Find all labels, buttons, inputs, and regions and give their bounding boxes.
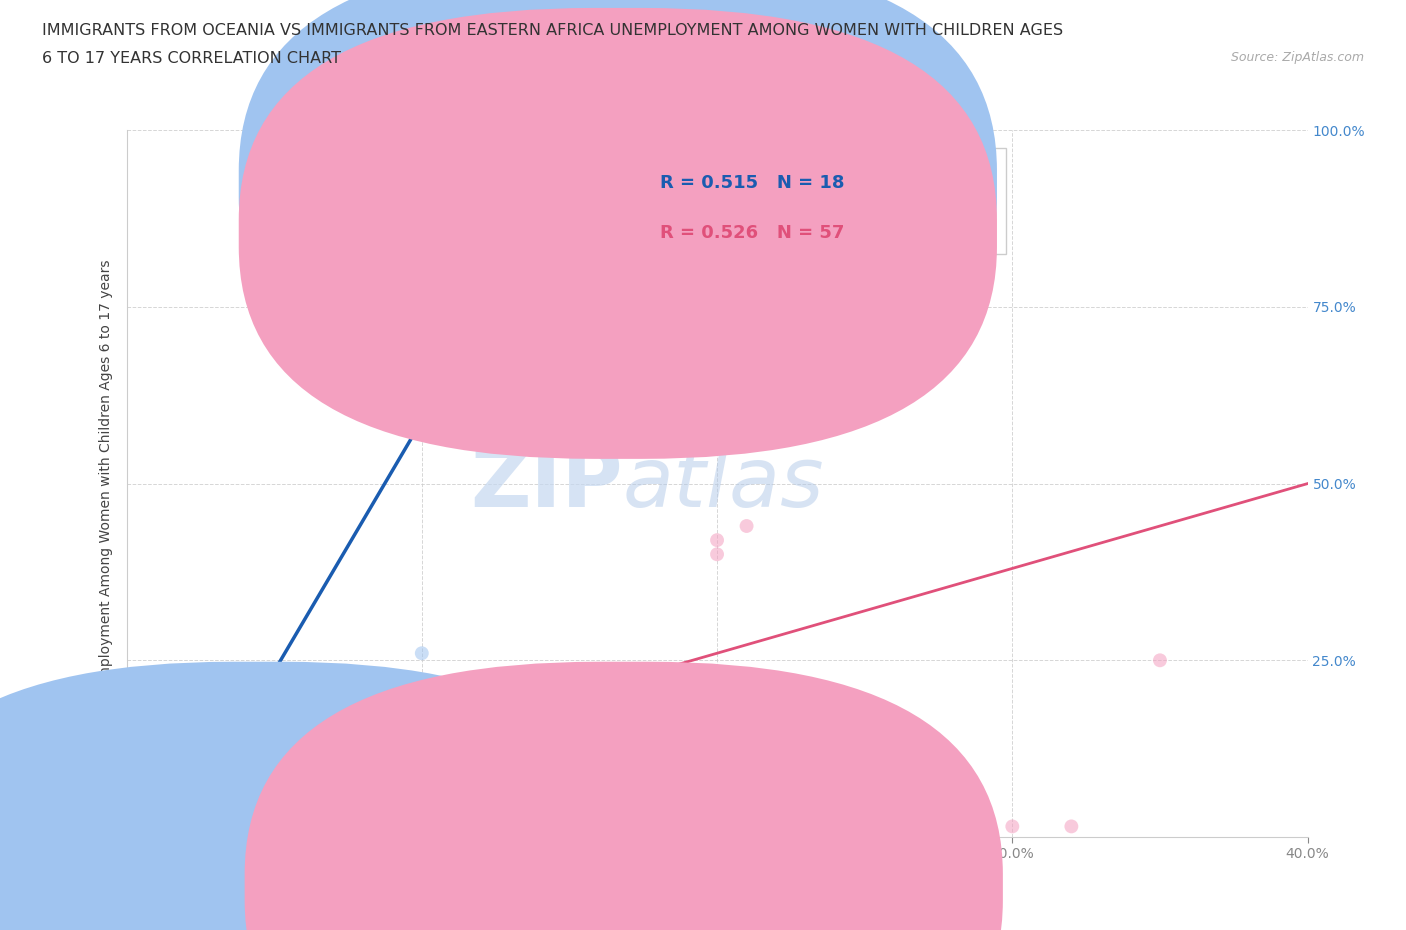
FancyBboxPatch shape [245,662,1002,930]
Point [233,674,256,689]
FancyBboxPatch shape [0,662,637,930]
Point [292,822,315,837]
Point [352,731,374,746]
Point [263,819,285,834]
Point [129,826,153,841]
Point [529,816,551,830]
Point [1001,819,1024,834]
FancyBboxPatch shape [239,8,997,458]
Point [676,745,699,760]
Text: Immigrants from Eastern Africa: Immigrants from Eastern Africa [666,879,905,894]
Point [942,819,965,834]
Point [174,822,197,837]
Point [233,822,256,837]
Point [188,816,211,830]
Point [322,773,344,788]
Point [411,773,433,788]
Point [1060,819,1083,834]
Point [411,822,433,837]
Point [219,819,242,834]
Text: IMMIGRANTS FROM OCEANIA VS IMMIGRANTS FROM EASTERN AFRICA UNEMPLOYMENT AMONG WOM: IMMIGRANTS FROM OCEANIA VS IMMIGRANTS FR… [42,23,1063,38]
Point [188,826,211,841]
Text: R = 0.515   N = 18: R = 0.515 N = 18 [661,174,845,193]
FancyBboxPatch shape [569,148,1007,254]
Point [529,822,551,837]
Point [706,533,728,548]
Point [617,819,640,834]
Point [706,822,728,837]
Point [470,731,492,746]
Point [824,819,846,834]
Text: R = 0.526   N = 57: R = 0.526 N = 57 [661,224,845,242]
Point [912,826,935,841]
Point [588,822,610,837]
Point [352,716,374,731]
Point [145,822,167,837]
Point [411,645,433,660]
Point [411,745,433,760]
Point [129,826,153,841]
Point [853,819,876,834]
Text: atlas: atlas [623,443,824,525]
Point [263,688,285,703]
Point [352,822,374,837]
Point [735,819,758,834]
Point [352,812,374,827]
Point [204,816,226,830]
Point [263,816,285,830]
Point [735,822,758,837]
Point [588,808,610,823]
Point [558,759,581,774]
Point [647,819,669,834]
Point [529,731,551,746]
Point [322,702,344,717]
Text: 6 TO 17 YEARS CORRELATION CHART: 6 TO 17 YEARS CORRELATION CHART [42,51,342,66]
Text: ZIP: ZIP [470,443,623,525]
Point [1149,653,1171,668]
Point [219,819,242,834]
Point [765,731,787,746]
Point [174,822,197,837]
Point [588,759,610,774]
Point [292,688,315,703]
Point [470,773,492,788]
Point [352,745,374,760]
Point [735,519,758,534]
Point [883,158,905,173]
Point [233,816,256,830]
Point [470,787,492,802]
Point [381,822,404,837]
Point [706,123,728,138]
Point [204,822,226,837]
Point [292,816,315,830]
Point [588,745,610,760]
Point [912,819,935,834]
Point [558,816,581,830]
Point [706,547,728,562]
Point [470,816,492,830]
Point [159,822,183,837]
Point [529,787,551,802]
Text: Source: ZipAtlas.com: Source: ZipAtlas.com [1230,51,1364,64]
Point [499,822,522,837]
Point [292,759,315,774]
Point [765,822,787,837]
Point [470,822,492,837]
Point [440,822,463,837]
Text: Immigrants from Oceania: Immigrants from Oceania [299,879,496,894]
Point [411,759,433,774]
FancyBboxPatch shape [239,0,997,409]
Y-axis label: Unemployment Among Women with Children Ages 6 to 17 years: Unemployment Among Women with Children A… [98,259,112,708]
Point [145,822,167,837]
Point [499,716,522,731]
